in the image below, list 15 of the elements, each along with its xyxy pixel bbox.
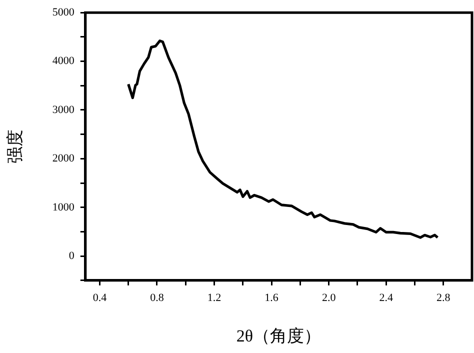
x-tick-label: 2.8 xyxy=(436,292,451,304)
x-axis-title: 2θ（角度） xyxy=(236,326,322,346)
x-tick-label: 0.4 xyxy=(92,292,108,304)
x-tick-label: 2.4 xyxy=(379,292,394,304)
x-tick-label: 0.8 xyxy=(150,292,164,304)
y-tick-label: 0 xyxy=(68,250,75,262)
x-tick-label: 2.0 xyxy=(322,292,336,304)
y-tick-label: 2000 xyxy=(52,152,75,165)
y-tick-label: 1000 xyxy=(52,201,75,214)
y-axis-title: 强度 xyxy=(6,130,25,164)
x-tick-label: 1.2 xyxy=(207,292,222,304)
y-tick-label: 5000 xyxy=(52,6,75,18)
x-tick-label: 1.6 xyxy=(264,292,279,304)
y-tick-label: 4000 xyxy=(52,55,75,68)
y-tick-label: 3000 xyxy=(52,104,75,116)
